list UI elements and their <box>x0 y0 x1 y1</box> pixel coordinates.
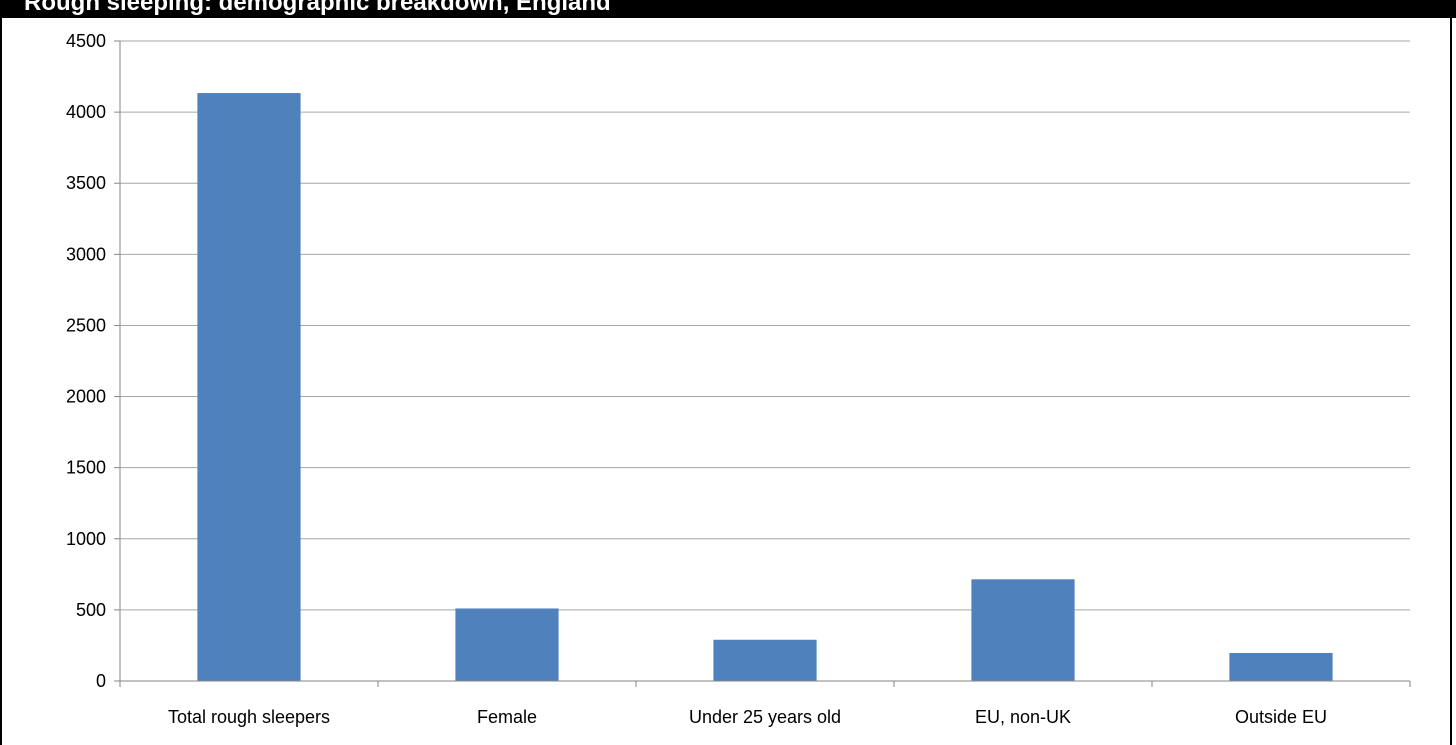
x-tick-label: Outside EU <box>1235 707 1327 727</box>
bars <box>197 93 1333 681</box>
bar <box>197 93 301 681</box>
bar-chart: 0 500 1000 1500 2000 2500 3000 3500 4000 4500 Tota… <box>66 31 1411 727</box>
bar <box>1229 652 1333 681</box>
chart-title: Rough sleeping: demographic breakdown, E… <box>24 0 611 16</box>
x-tick-label: Total rough sleepers <box>168 707 330 727</box>
y-tick-label: 3000 <box>66 244 106 264</box>
tick-labels: 0 500 1000 1500 2000 2500 3000 3500 4000 4500 Tota… <box>66 31 1327 727</box>
bar <box>713 639 817 681</box>
y-tick-label: 0 <box>96 671 106 691</box>
x-tick-label: EU, non-UK <box>975 707 1071 727</box>
y-tick-label: 1500 <box>66 458 106 478</box>
x-tick-label: Under 25 years old <box>689 707 841 727</box>
y-tick-label: 2000 <box>66 387 106 407</box>
chart-frame: 0 500 1000 1500 2000 2500 3000 3500 4000 4500 Tota… <box>0 18 1452 745</box>
chart-title-bar: Rough sleeping: demographic breakdown, E… <box>0 0 1456 18</box>
y-tick-label: 2500 <box>66 315 106 335</box>
y-tick-label: 4000 <box>66 102 106 122</box>
y-tick-label: 500 <box>76 600 106 620</box>
bar <box>455 608 559 681</box>
y-tick-label: 3500 <box>66 173 106 193</box>
bar <box>971 579 1075 681</box>
gridlines <box>120 40 1410 611</box>
y-tick-label: 1000 <box>66 529 106 549</box>
axes <box>114 40 1411 687</box>
x-tick-label: Female <box>477 707 537 727</box>
y-tick-label: 4500 <box>66 31 106 51</box>
